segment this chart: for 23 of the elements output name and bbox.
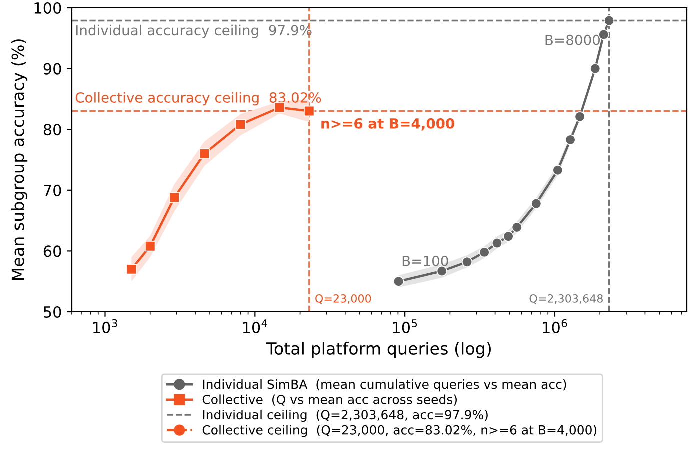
y-axis-title: Mean subgroup accuracy (%): [11, 40, 28, 280]
legend-label: Individual ceiling (Q=2,303,648, acc=97.9%): [203, 410, 488, 422]
x-axis-title: Total platform queries (log): [266, 342, 491, 358]
x-tick-label: 10$^{5}$: [393, 320, 418, 334]
legend-label: Collective ceiling (Q=23,000, acc=83.02%, n>=6 at B=4,000): [202, 425, 597, 438]
y-tick-label: 50: [44, 306, 62, 318]
x-tick-label: 10$^{3}$: [93, 319, 118, 334]
annotation: B=8000: [546, 34, 600, 46]
y-tick-label: 100: [34, 2, 62, 14]
annotation: Collective accuracy ceiling 83.02%: [76, 92, 322, 106]
x-tick-label: 10$^{4}$: [243, 320, 268, 334]
y-tick-label: 80: [44, 124, 62, 136]
y-tick-label: 90: [44, 63, 62, 75]
legend-label: Individual SimBA (mean cumulative queries vs mean acc): [203, 380, 566, 392]
annotation: Individual accuracy ceiling 97.9%: [76, 24, 312, 38]
legend-label: Collective (Q vs mean acc across seeds): [202, 394, 457, 406]
annotation: B=100: [402, 256, 448, 266]
y-tick-label: 60: [44, 246, 62, 258]
y-tick-label: 70: [44, 184, 62, 196]
annotation: Q=23,000: [316, 294, 372, 304]
x-tick-label: 10$^{6}$: [543, 319, 568, 334]
annotation: Q=2,303,648: [530, 294, 603, 304]
annotation: n>=6 at B=4,000: [322, 118, 454, 131]
